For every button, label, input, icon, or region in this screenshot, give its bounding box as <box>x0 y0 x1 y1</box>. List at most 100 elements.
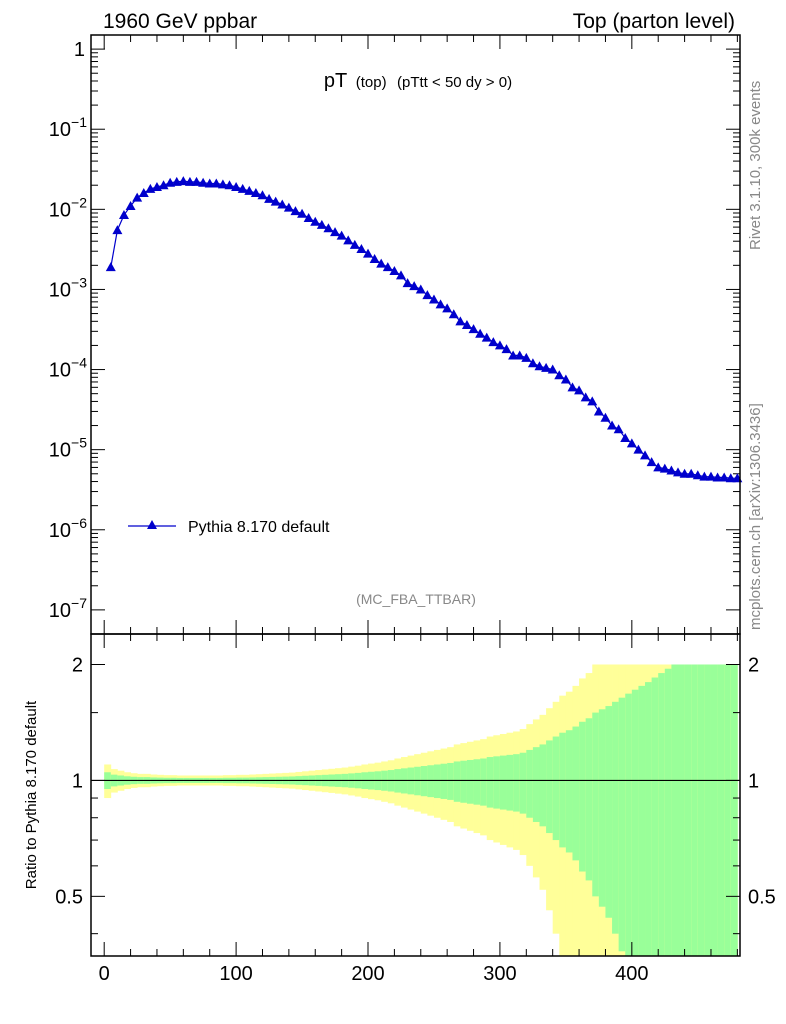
rivet-label: Rivet 3.1.10, 300k events <box>747 81 764 250</box>
data-point <box>593 406 604 416</box>
main-ytick-label: 10−5 <box>49 435 87 462</box>
data-point <box>125 201 136 211</box>
inner-band-bin <box>460 760 468 803</box>
inner-band-bin <box>612 701 620 934</box>
data-point <box>719 472 730 482</box>
data-point <box>138 187 149 197</box>
ratio-ytick-label-right: 0.5 <box>748 886 776 908</box>
data-point <box>501 344 512 354</box>
data-point <box>158 180 169 190</box>
data-point <box>673 467 684 477</box>
inner-band-bin <box>519 752 527 814</box>
inner-band-bin <box>532 747 540 822</box>
data-point <box>191 176 202 186</box>
inner-band-bin <box>466 759 474 804</box>
inner-band-bin <box>585 718 593 881</box>
inner-band-bin <box>433 764 441 799</box>
data-point <box>574 385 585 395</box>
data-point <box>204 178 215 188</box>
ratio-bands <box>104 664 738 956</box>
main-ytick-label: 10−6 <box>49 515 87 542</box>
data-point <box>613 424 624 434</box>
ratio-ytick-label-left: 0.5 <box>55 886 83 908</box>
data-point <box>653 462 664 472</box>
ratio-ytick-label-right: 1 <box>748 770 759 792</box>
main-title: pT (top) (pTtt < 50 dy > 0) <box>324 70 512 92</box>
data-point <box>290 206 301 216</box>
inner-band-bin <box>717 664 725 956</box>
ratio-ylabel: Ratio to Pythia 8.170 default <box>23 700 40 889</box>
data-point <box>686 468 697 478</box>
ratio-xtick-label: 200 <box>351 963 384 985</box>
inner-band-bin <box>447 762 455 800</box>
inner-band-bin <box>552 736 560 841</box>
data-point <box>237 183 248 193</box>
inner-band-bin <box>420 766 428 797</box>
ratio-xtick-label: 300 <box>483 963 516 985</box>
main-frame <box>90 34 741 635</box>
inner-band-bin <box>664 668 672 956</box>
inner-band-bin <box>691 664 699 956</box>
data-point <box>468 324 479 334</box>
data-point <box>316 219 327 229</box>
title-cut: (pTtt < 50 dy > 0) <box>397 74 512 91</box>
inner-band-bin <box>440 763 448 799</box>
watermark: (MC_FBA_TTBAR) <box>356 591 476 607</box>
data-point <box>580 392 591 402</box>
header-right: Top (parton level) <box>573 10 735 33</box>
data-point <box>521 352 532 362</box>
ratio-y-ticks: 0.5 0.5 1 1 2 2 <box>55 654 776 935</box>
inner-band-bin <box>559 732 567 848</box>
legend-label: Pythia 8.170 default <box>188 519 330 536</box>
data-point <box>283 202 294 212</box>
data-point <box>646 457 657 467</box>
data-point <box>409 281 420 291</box>
data-point <box>607 420 618 430</box>
data-point <box>712 472 723 482</box>
data-point <box>257 190 268 200</box>
inner-band-bin <box>480 758 488 806</box>
data-point <box>178 176 189 186</box>
main-ytick-label: 1 <box>74 39 85 61</box>
data-point <box>514 350 525 360</box>
main-ytick-label: 10−2 <box>49 194 87 221</box>
data-point <box>679 468 690 478</box>
ratio-plot: 0.5 0.5 1 1 2 2 0 100 200 300 400 Ratio to Pythia… <box>23 633 776 985</box>
ratio-xtick-label: 0 <box>99 963 110 985</box>
inner-band-bin <box>486 757 494 808</box>
inner-band-bin <box>638 685 646 956</box>
data-point <box>488 337 499 347</box>
data-point <box>402 278 413 288</box>
data-point <box>587 396 598 406</box>
data-point <box>118 209 129 219</box>
data-point <box>395 270 406 280</box>
data-point <box>461 319 472 329</box>
inner-band-bin <box>473 759 481 805</box>
inner-band-bin <box>526 749 534 818</box>
data-point <box>184 176 195 186</box>
inner-band-bin <box>572 726 580 861</box>
data-point <box>705 471 716 481</box>
ratio-xtick-label: 400 <box>615 963 648 985</box>
title-main: pT <box>324 70 347 92</box>
main-ytick-label: 10−1 <box>49 114 87 141</box>
data-point <box>217 179 228 189</box>
ratio-ytick-label-left: 1 <box>72 770 83 792</box>
data-point <box>422 290 433 300</box>
data-point <box>376 258 387 268</box>
inner-band-bin <box>513 754 521 812</box>
data-point <box>448 309 459 319</box>
mcplots-label: mcplots.cern.ch [arXiv:1306.3436] <box>747 403 764 630</box>
data-point <box>112 225 123 235</box>
data-point <box>250 187 261 197</box>
data-point <box>481 332 492 342</box>
data-point <box>633 444 644 454</box>
inner-band-bin <box>724 664 732 956</box>
inner-band-bin <box>565 730 573 853</box>
data-point <box>692 470 703 480</box>
data-point <box>270 196 281 206</box>
data-point <box>264 193 275 203</box>
data-point <box>211 178 222 188</box>
inner-band-bin <box>427 765 435 798</box>
